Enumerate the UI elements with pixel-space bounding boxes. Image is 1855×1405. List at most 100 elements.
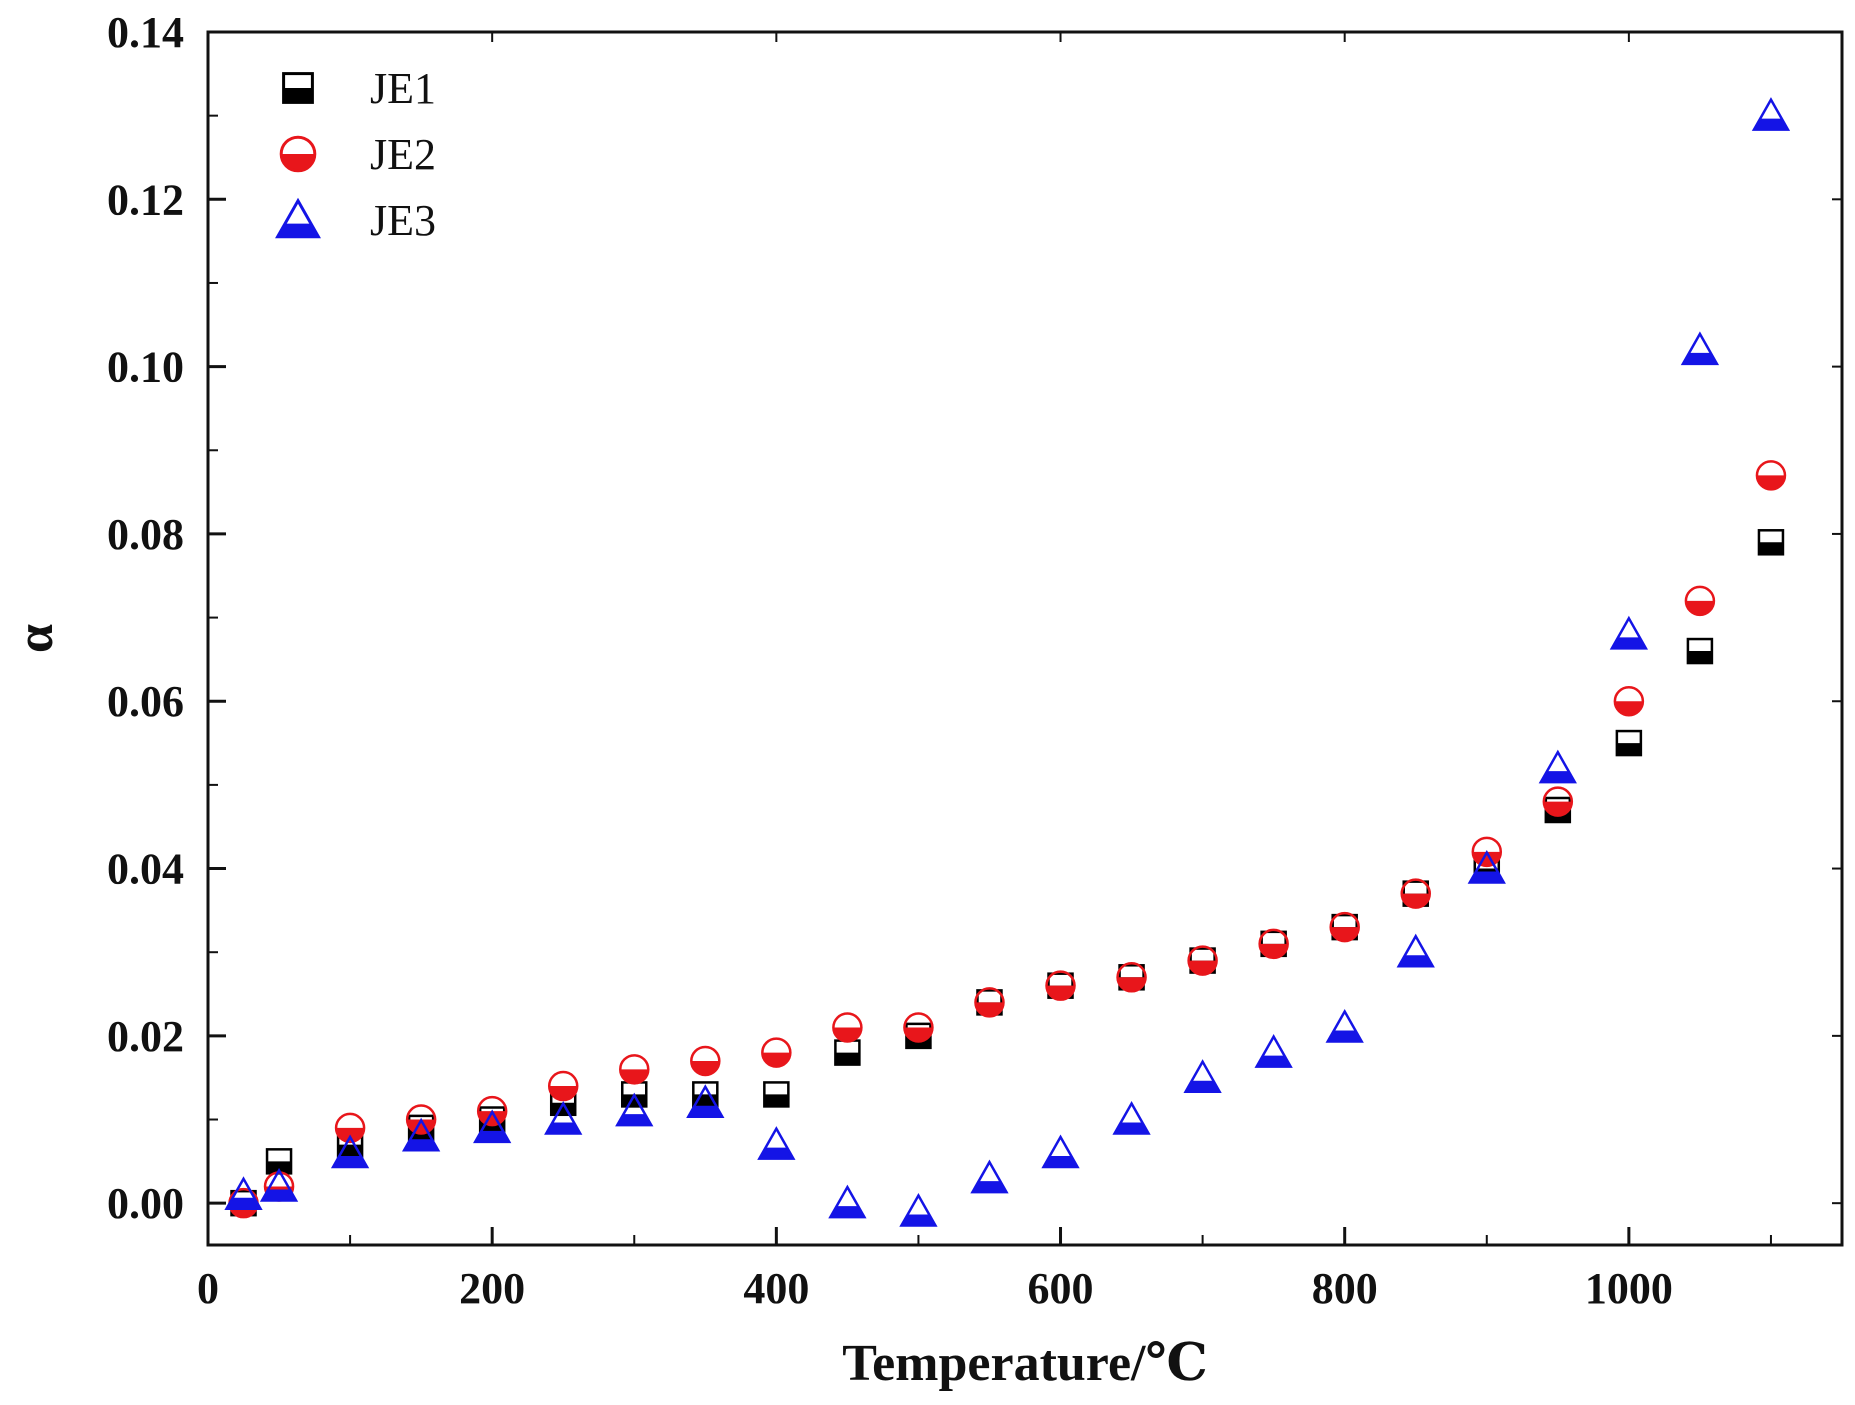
marker-outline [259, 1167, 299, 1202]
marker-fill [546, 1122, 581, 1134]
marker-outline [1684, 585, 1716, 617]
marker-fill [226, 1197, 261, 1209]
legend-label-je3: JE3 [370, 196, 436, 245]
marker-outline [763, 1081, 790, 1108]
je3-point [1112, 1100, 1151, 1135]
marker-outline [544, 1100, 583, 1135]
marker-fill [1188, 960, 1217, 975]
marker-outline [282, 72, 314, 104]
marker-outline [1609, 615, 1649, 650]
je2-point [476, 1095, 508, 1127]
marker-outline [903, 1012, 934, 1043]
marker-outline [615, 1092, 654, 1127]
legend-marker-je1 [282, 72, 314, 104]
marker-fill [617, 1114, 652, 1126]
marker-outline [405, 1104, 437, 1135]
marker-fill [1756, 475, 1785, 490]
marker-outline [1187, 945, 1218, 976]
x-axis-title: Temperature/℃ [842, 1335, 1208, 1392]
x-tick-label: 400 [743, 1264, 809, 1313]
je3-point [757, 1126, 796, 1160]
je3-point [1680, 331, 1720, 366]
je3-point [899, 1193, 938, 1227]
je2-point [619, 1054, 650, 1085]
marker-outline [970, 1159, 1009, 1194]
je3-point [970, 1159, 1009, 1194]
je3-point [1751, 97, 1791, 131]
je2-point [547, 1070, 579, 1102]
marker-outline [832, 1012, 863, 1043]
marker-outline [1757, 529, 1785, 556]
marker-fill [262, 1189, 297, 1201]
marker-fill [1327, 1030, 1362, 1042]
je3-point [1325, 1008, 1364, 1043]
marker-fill [478, 1111, 507, 1126]
je3-point [259, 1167, 299, 1202]
marker-fill [1398, 955, 1433, 967]
marker-outline [619, 1054, 650, 1085]
marker-outline [1680, 331, 1720, 366]
je2-point [690, 1045, 721, 1077]
marker-fill [277, 223, 319, 237]
je2-point [903, 1012, 934, 1043]
legend-label-je2: JE2 [370, 130, 436, 179]
marker-outline [401, 1117, 441, 1152]
marker-fill [475, 1130, 510, 1142]
marker-fill [1117, 977, 1146, 992]
je2-point [1613, 685, 1645, 717]
je3-point [828, 1184, 867, 1219]
marker-outline [279, 135, 317, 173]
marker-fill [404, 1139, 439, 1151]
marker-fill [1472, 851, 1501, 866]
marker-fill [267, 1161, 292, 1174]
marker-fill [407, 1119, 436, 1134]
marker-outline [1254, 1034, 1293, 1068]
x-tick-label: 200 [459, 1264, 525, 1313]
marker-outline [974, 987, 1005, 1018]
legend-marker-je2 [279, 135, 317, 173]
x-tick-label: 0 [197, 1264, 219, 1313]
je3-point [224, 1176, 263, 1211]
je3-point [1467, 850, 1506, 884]
legend-marker-je3 [275, 197, 321, 239]
je3-point [401, 1117, 441, 1152]
je1-point [834, 1039, 861, 1066]
marker-outline [1116, 962, 1147, 993]
je2-point [832, 1012, 863, 1043]
marker-outline [1183, 1059, 1222, 1093]
marker-outline [1396, 933, 1435, 968]
marker-fill [833, 1027, 862, 1042]
je2-point [405, 1104, 437, 1135]
je2-point [1258, 928, 1289, 960]
marker-fill [764, 1094, 789, 1107]
je2-point [1045, 970, 1076, 1001]
je1-point [1686, 637, 1714, 665]
marker-outline [476, 1095, 508, 1127]
marker-outline [1471, 836, 1503, 868]
marker-outline [1112, 1100, 1151, 1135]
je2-point [974, 987, 1005, 1018]
y-tick-label: 0.10 [107, 343, 184, 392]
marker-fill [333, 1155, 368, 1167]
je2-point [1116, 962, 1147, 993]
marker-fill [1685, 600, 1714, 615]
marker-fill [1758, 542, 1783, 555]
marker-fill [1256, 1055, 1291, 1067]
marker-fill [281, 154, 315, 171]
marker-outline [1751, 97, 1791, 131]
x-tick-label: 1000 [1585, 1264, 1673, 1313]
plot-frame [206, 30, 1844, 1247]
y-tick-label: 0.14 [107, 8, 184, 57]
marker-fill [283, 88, 313, 103]
je2-point [1400, 878, 1431, 909]
je1-point [763, 1081, 790, 1108]
y-tick-label: 0.00 [107, 1179, 184, 1228]
marker-fill [1616, 743, 1641, 756]
y-tick-label: 0.06 [107, 677, 184, 726]
marker-outline [224, 1176, 263, 1211]
marker-outline [1467, 850, 1506, 884]
je3-point [1609, 615, 1649, 650]
marker-fill [835, 1052, 860, 1065]
marker-fill [1114, 1122, 1149, 1134]
